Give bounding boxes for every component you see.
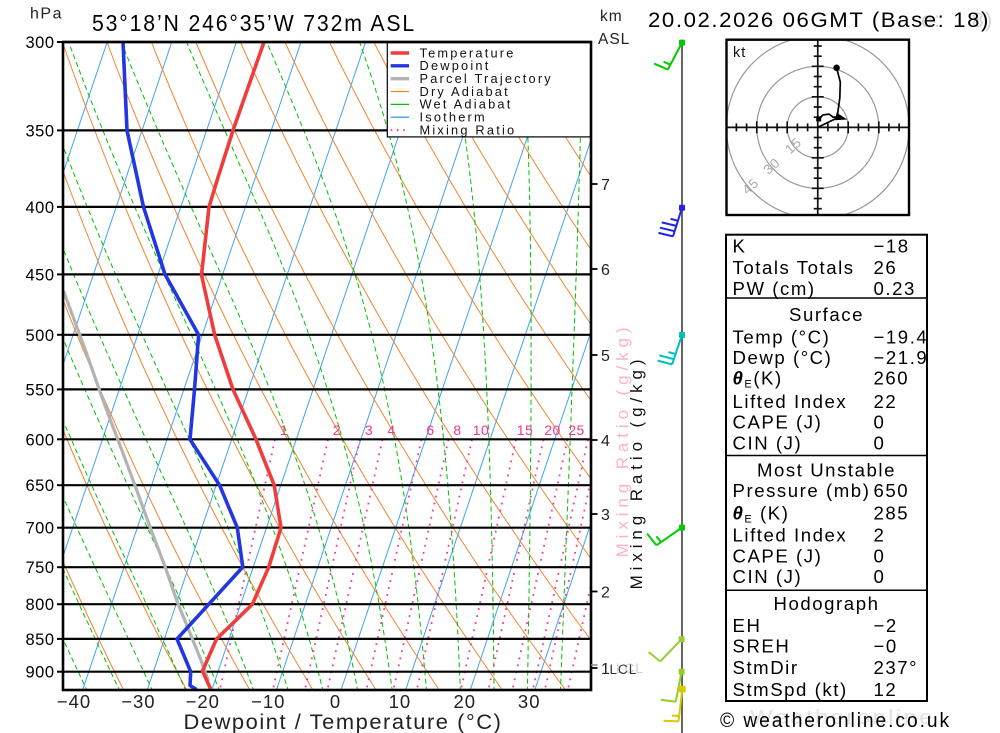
svg-text:0: 0 [874, 546, 886, 567]
svg-text:26: 26 [874, 257, 898, 278]
svg-text:−2: −2 [874, 615, 898, 636]
svg-text:3: 3 [365, 422, 373, 438]
svg-text:Pressure (mb): Pressure (mb) [733, 480, 871, 501]
svg-text:20: 20 [454, 691, 477, 712]
svg-text:CIN (J): CIN (J) [733, 433, 803, 454]
svg-text:−19.4: −19.4 [874, 327, 929, 348]
svg-text:700: 700 [25, 520, 54, 538]
svg-text:Weatheronline: Weatheronline [750, 707, 935, 729]
svg-text:Lifted Index: Lifted Index [733, 391, 848, 412]
svg-text:Temperature: Temperature [420, 45, 516, 60]
svg-text:EH: EH [733, 615, 762, 636]
svg-text:400: 400 [25, 199, 54, 217]
svg-text:kt: kt [733, 45, 746, 61]
svg-text:θE (K): θE (K) [733, 503, 790, 526]
svg-text:3: 3 [601, 507, 611, 524]
svg-text:K: K [733, 236, 747, 257]
svg-text:600: 600 [25, 431, 54, 449]
svg-text:53°18’N 246°35’W 732m ASL: 53°18’N 246°35’W 732m ASL [92, 10, 416, 36]
svg-text:Dewpoint: Dewpoint [420, 58, 491, 73]
svg-text:22: 22 [874, 391, 898, 412]
svg-text:−40: −40 [57, 691, 91, 712]
svg-text:0: 0 [874, 412, 886, 433]
svg-text:Surface: Surface [789, 304, 864, 325]
svg-text:20: 20 [544, 422, 561, 438]
svg-text:LCL: LCL [616, 661, 644, 676]
svg-text:8: 8 [453, 422, 461, 438]
svg-text:2: 2 [601, 585, 611, 602]
svg-text:0: 0 [874, 433, 886, 454]
svg-text:25: 25 [568, 422, 585, 438]
svg-text:Lifted Index: Lifted Index [733, 525, 848, 546]
svg-text:500: 500 [25, 327, 54, 345]
svg-text:850: 850 [25, 631, 54, 649]
svg-text:10: 10 [473, 422, 490, 438]
svg-text:6: 6 [601, 262, 611, 279]
svg-text:2: 2 [333, 422, 341, 438]
svg-text:20.02.2026 06GMT (Base: 18): 20.02.2026 06GMT (Base: 18) [648, 9, 990, 32]
svg-text:−20: −20 [186, 691, 220, 712]
svg-text:hPa: hPa [30, 6, 63, 23]
svg-text:Most Unstable: Most Unstable [757, 460, 896, 481]
svg-text:Parcel Trajectory: Parcel Trajectory [420, 71, 553, 86]
svg-text:Dry Adiabat: Dry Adiabat [420, 84, 510, 99]
svg-text:Mixing Ratio (g/kg): Mixing Ratio (g/kg) [627, 355, 646, 590]
svg-text:8): 8) [972, 9, 994, 32]
svg-text:© weatheronline.co.uk: © weatheronline.co.uk [720, 710, 951, 732]
svg-text:PW (cm): PW (cm) [733, 278, 816, 299]
svg-text:Totals Totals: Totals Totals [733, 257, 855, 278]
svg-text:450: 450 [25, 266, 54, 284]
svg-text:e:: e: [921, 9, 942, 32]
svg-text:0: 0 [874, 566, 886, 587]
svg-text:Dewp (°C): Dewp (°C) [733, 347, 833, 368]
svg-text:0: 0 [330, 691, 341, 712]
svg-text:−10: −10 [251, 691, 285, 712]
svg-text:1: 1 [601, 661, 611, 678]
svg-text:300: 300 [25, 34, 54, 52]
svg-text:Dewpoint / Temperature (°C): Dewpoint / Temperature (°C) [184, 711, 503, 733]
svg-text:650: 650 [874, 480, 910, 501]
svg-text:650: 650 [25, 477, 54, 495]
svg-text:Mixing Ratio: Mixing Ratio [420, 122, 517, 137]
svg-text:CAPE (J): CAPE (J) [733, 546, 823, 567]
svg-text:1: 1 [280, 422, 288, 438]
svg-text:10: 10 [389, 691, 412, 712]
svg-text:Mixing Ratio (g/kg): Mixing Ratio (g/kg) [613, 323, 632, 558]
svg-text:2: 2 [874, 525, 886, 546]
svg-text:θE(K): θE(K) [733, 368, 783, 391]
svg-text:260: 260 [874, 368, 910, 389]
svg-text:SREH: SREH [733, 636, 791, 657]
svg-text:−18: −18 [874, 236, 910, 257]
svg-text:0.23: 0.23 [874, 278, 916, 299]
svg-text:CAPE (J): CAPE (J) [733, 412, 823, 433]
svg-text:−21.9: −21.9 [874, 347, 929, 368]
svg-text:StmSpd (kt): StmSpd (kt) [733, 679, 848, 700]
svg-text:4: 4 [387, 422, 395, 438]
svg-text:StmDir: StmDir [733, 657, 799, 678]
svg-text:ASL: ASL [598, 31, 630, 48]
svg-text:−30: −30 [121, 691, 155, 712]
svg-text:12: 12 [874, 679, 898, 700]
svg-text:30: 30 [518, 691, 541, 712]
svg-text:900: 900 [25, 664, 54, 682]
svg-text:Temp (°C): Temp (°C) [733, 327, 831, 348]
svg-text:km: km [600, 8, 623, 25]
svg-text:237°: 237° [874, 657, 919, 678]
svg-text:750: 750 [25, 559, 54, 577]
svg-text:7: 7 [601, 177, 611, 194]
svg-text:285: 285 [874, 503, 910, 524]
svg-text:15: 15 [517, 422, 534, 438]
svg-text:350: 350 [25, 122, 54, 140]
svg-text:CIN (J): CIN (J) [733, 566, 803, 587]
svg-text:5: 5 [601, 348, 611, 365]
svg-text:Hodograph: Hodograph [774, 593, 880, 614]
svg-text:800: 800 [25, 596, 54, 614]
svg-text:LCL: LCL [610, 662, 638, 677]
svg-text:−0: −0 [874, 636, 898, 657]
svg-text:4: 4 [601, 433, 611, 450]
svg-text:Isotherm: Isotherm [420, 110, 487, 125]
svg-text:Wet Adiabat: Wet Adiabat [420, 97, 513, 112]
svg-text:550: 550 [25, 381, 54, 399]
svg-text:6: 6 [426, 422, 434, 438]
